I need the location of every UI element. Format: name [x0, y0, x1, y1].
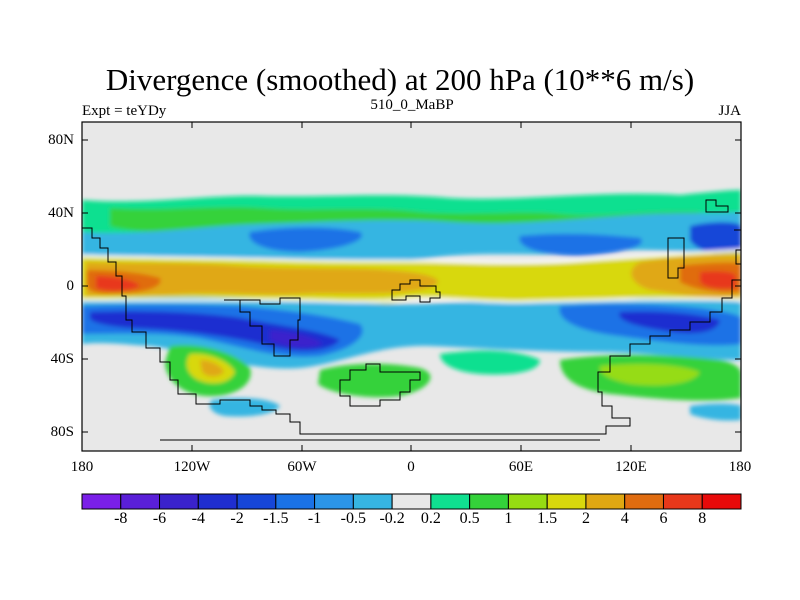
colorbar-swatch: [585, 493, 626, 510]
y-tick-label: 80S: [50, 424, 74, 440]
contour-positive-tropics-strong: [86, 262, 439, 296]
y-tick-label: 40N: [48, 205, 74, 221]
colorbar-label: -0.2: [379, 510, 405, 527]
contour-negative-north-strong: [690, 222, 741, 257]
colorbar-label: -6: [152, 510, 167, 527]
colorbar-label: 6: [659, 510, 668, 527]
experiment-label: Expt = teYDy: [82, 103, 167, 119]
contour-positive-south: [200, 360, 224, 377]
coastline-africa: [339, 363, 421, 407]
colorbar-label: -1: [307, 510, 322, 527]
coastline-europe: [391, 279, 441, 303]
divergence-field: [82, 190, 741, 421]
x-tick-label: 60W: [287, 459, 317, 475]
x-tick-label: 120W: [173, 459, 211, 475]
coastline-america: [82, 227, 741, 435]
colorbar-swatch: [469, 493, 509, 510]
contour-positive-tropics-max: [700, 271, 736, 289]
contour-positive-south: [599, 364, 700, 386]
coastline-east: [735, 249, 741, 265]
colorbar-swatch: [662, 493, 703, 510]
colorbar-swatch: [391, 493, 432, 510]
colorbar-swatch: [120, 493, 161, 510]
colorbar-label: -2: [230, 510, 244, 527]
x-tick-label: 0: [407, 459, 415, 475]
colorbar-swatch: [197, 493, 238, 510]
contour-negative-south-max: [270, 330, 322, 348]
colorbar-swatch: [159, 493, 199, 510]
x-tick-label: 60E: [508, 459, 534, 475]
colorbar-swatch: [275, 493, 316, 510]
contour-negative-north-strong: [249, 227, 362, 252]
colorbar-swatch: [352, 493, 393, 510]
colorbar-swatch: [430, 493, 471, 510]
colorbar-label: 1.5: [537, 510, 558, 527]
colorbar-swatch: [507, 493, 548, 510]
contour-negative-south-patch: [690, 403, 741, 421]
axis-ticks: [82, 122, 741, 451]
colorbar-label: 2: [581, 510, 590, 527]
colorbar-swatch: [624, 493, 664, 510]
colorbar-swatch: [546, 493, 587, 510]
time-label: 510_0_MaBP: [370, 97, 454, 113]
y-tick-label: 0: [66, 278, 75, 294]
colorbar: [81, 493, 742, 510]
x-tick-label: 180: [728, 459, 752, 475]
season-label: JJA: [718, 103, 741, 119]
colorbar-label: 0.2: [420, 510, 441, 527]
colorbar-swatch: [314, 493, 354, 510]
colorbar-label: -4: [191, 510, 205, 527]
colorbar-label: -8: [114, 510, 128, 527]
x-tick-label: 120E: [615, 459, 647, 475]
contour-negative-north-strong: [519, 233, 642, 256]
colorbar-swatch: [236, 493, 277, 510]
colorbar-label: -0.5: [340, 510, 366, 527]
coastline-east: [705, 199, 729, 213]
contour-negative-south-patch: [209, 398, 280, 417]
colorbar-label: 1: [504, 510, 513, 527]
coastline-south-america: [224, 297, 301, 357]
contour-negative-south-max: [619, 311, 720, 334]
x-tick-label: 180: [70, 459, 94, 475]
contour-positive-tropics-max: [96, 276, 140, 291]
colorbar-label: 8: [698, 510, 707, 527]
contour-positive-south: [440, 350, 540, 375]
y-tick-label: 80N: [48, 132, 74, 148]
plot-title: Divergence (smoothed) at 200 hPa (10**6 …: [105, 62, 695, 97]
colorbar-label: 0.5: [459, 510, 480, 527]
coastlines: [82, 199, 741, 441]
colorbar-swatch: [701, 493, 742, 510]
coastline-asia: [667, 237, 685, 279]
zero-contour: [82, 248, 741, 264]
colorbar-swatch: [81, 493, 122, 510]
y-tick-label: 40S: [50, 351, 74, 367]
colorbar-label: -1.5: [263, 510, 289, 527]
colorbar-label: 4: [620, 510, 629, 527]
